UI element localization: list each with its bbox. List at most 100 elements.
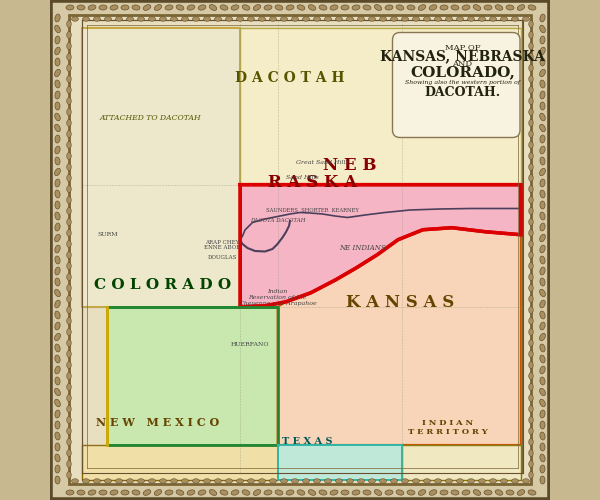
Ellipse shape bbox=[281, 16, 287, 21]
Ellipse shape bbox=[540, 212, 545, 220]
Ellipse shape bbox=[253, 4, 261, 10]
Ellipse shape bbox=[55, 80, 60, 88]
Ellipse shape bbox=[198, 490, 206, 495]
Ellipse shape bbox=[94, 16, 101, 21]
Ellipse shape bbox=[500, 16, 508, 21]
Ellipse shape bbox=[539, 70, 545, 76]
Ellipse shape bbox=[55, 135, 60, 143]
Ellipse shape bbox=[529, 32, 533, 38]
Ellipse shape bbox=[529, 450, 533, 456]
Ellipse shape bbox=[529, 472, 533, 478]
Ellipse shape bbox=[368, 16, 376, 21]
Text: D A C O T A H: D A C O T A H bbox=[235, 70, 345, 85]
Ellipse shape bbox=[104, 16, 112, 21]
Polygon shape bbox=[402, 445, 521, 480]
Polygon shape bbox=[82, 445, 278, 480]
Ellipse shape bbox=[94, 479, 101, 483]
Ellipse shape bbox=[88, 490, 96, 495]
Ellipse shape bbox=[529, 152, 533, 160]
Text: N E W   M E X I C O: N E W M E X I C O bbox=[96, 417, 219, 428]
FancyBboxPatch shape bbox=[82, 20, 523, 472]
Ellipse shape bbox=[529, 340, 533, 346]
Ellipse shape bbox=[67, 42, 71, 50]
Ellipse shape bbox=[539, 290, 545, 296]
Ellipse shape bbox=[529, 406, 533, 412]
Ellipse shape bbox=[55, 465, 60, 473]
Ellipse shape bbox=[540, 80, 545, 88]
Ellipse shape bbox=[286, 490, 294, 495]
Ellipse shape bbox=[67, 384, 71, 390]
Ellipse shape bbox=[540, 443, 545, 451]
Ellipse shape bbox=[121, 5, 129, 10]
Ellipse shape bbox=[308, 490, 316, 496]
Ellipse shape bbox=[540, 366, 545, 374]
Ellipse shape bbox=[446, 479, 452, 483]
Ellipse shape bbox=[440, 5, 448, 10]
Ellipse shape bbox=[540, 157, 545, 165]
Text: I N D I A N
T E R R I T O R Y: I N D I A N T E R R I T O R Y bbox=[407, 419, 487, 436]
Ellipse shape bbox=[67, 450, 71, 456]
Ellipse shape bbox=[67, 340, 71, 346]
Ellipse shape bbox=[67, 142, 71, 148]
FancyBboxPatch shape bbox=[69, 15, 531, 484]
Ellipse shape bbox=[540, 223, 545, 231]
Ellipse shape bbox=[275, 5, 283, 10]
Ellipse shape bbox=[297, 5, 305, 10]
Ellipse shape bbox=[347, 479, 353, 483]
Ellipse shape bbox=[55, 300, 60, 308]
Ellipse shape bbox=[215, 16, 221, 21]
Ellipse shape bbox=[55, 278, 60, 286]
FancyBboxPatch shape bbox=[392, 32, 520, 138]
Ellipse shape bbox=[529, 130, 533, 138]
Ellipse shape bbox=[154, 490, 162, 496]
Ellipse shape bbox=[121, 490, 129, 495]
Ellipse shape bbox=[539, 399, 545, 407]
Ellipse shape bbox=[401, 479, 409, 483]
Ellipse shape bbox=[55, 146, 60, 154]
Ellipse shape bbox=[396, 5, 404, 10]
Ellipse shape bbox=[67, 416, 71, 424]
Ellipse shape bbox=[132, 490, 140, 495]
Ellipse shape bbox=[55, 267, 60, 275]
Ellipse shape bbox=[490, 479, 497, 483]
Text: DOUGLAS: DOUGLAS bbox=[208, 255, 237, 260]
Ellipse shape bbox=[434, 16, 442, 21]
Ellipse shape bbox=[540, 256, 545, 264]
Ellipse shape bbox=[529, 64, 533, 71]
Ellipse shape bbox=[529, 174, 533, 182]
Ellipse shape bbox=[446, 16, 452, 21]
Ellipse shape bbox=[540, 454, 545, 462]
Ellipse shape bbox=[529, 318, 533, 324]
Ellipse shape bbox=[55, 168, 61, 175]
Ellipse shape bbox=[182, 479, 188, 483]
Ellipse shape bbox=[540, 36, 545, 44]
Ellipse shape bbox=[55, 366, 60, 374]
Ellipse shape bbox=[440, 490, 448, 495]
Text: Great Sand Hills: Great Sand Hills bbox=[296, 160, 349, 165]
Ellipse shape bbox=[215, 479, 221, 483]
Ellipse shape bbox=[55, 201, 60, 209]
Ellipse shape bbox=[137, 479, 145, 483]
Ellipse shape bbox=[67, 362, 71, 368]
Ellipse shape bbox=[67, 252, 71, 258]
Ellipse shape bbox=[529, 328, 533, 336]
Ellipse shape bbox=[341, 490, 349, 495]
Ellipse shape bbox=[55, 124, 61, 132]
Text: ATTACHED TO DACOTAH: ATTACHED TO DACOTAH bbox=[99, 114, 201, 122]
Ellipse shape bbox=[529, 108, 533, 116]
Ellipse shape bbox=[198, 5, 206, 10]
Ellipse shape bbox=[540, 355, 545, 363]
Ellipse shape bbox=[540, 91, 545, 99]
Ellipse shape bbox=[127, 16, 133, 21]
Ellipse shape bbox=[451, 5, 459, 10]
Ellipse shape bbox=[203, 16, 211, 21]
Ellipse shape bbox=[55, 322, 60, 330]
Ellipse shape bbox=[236, 479, 244, 483]
Ellipse shape bbox=[512, 479, 518, 483]
Ellipse shape bbox=[528, 5, 536, 10]
Ellipse shape bbox=[517, 4, 525, 10]
Ellipse shape bbox=[55, 476, 60, 484]
Ellipse shape bbox=[451, 490, 459, 495]
Text: DACOTA DACOTAH: DACOTA DACOTAH bbox=[250, 218, 305, 222]
Ellipse shape bbox=[506, 5, 514, 10]
